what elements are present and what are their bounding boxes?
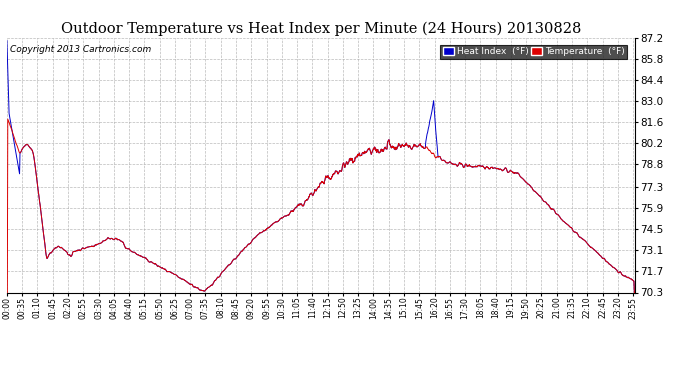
Title: Outdoor Temperature vs Heat Index per Minute (24 Hours) 20130828: Outdoor Temperature vs Heat Index per Mi…: [61, 22, 581, 36]
Text: Copyright 2013 Cartronics.com: Copyright 2013 Cartronics.com: [10, 45, 151, 54]
Legend: Heat Index  (°F), Temperature  (°F): Heat Index (°F), Temperature (°F): [440, 45, 627, 59]
